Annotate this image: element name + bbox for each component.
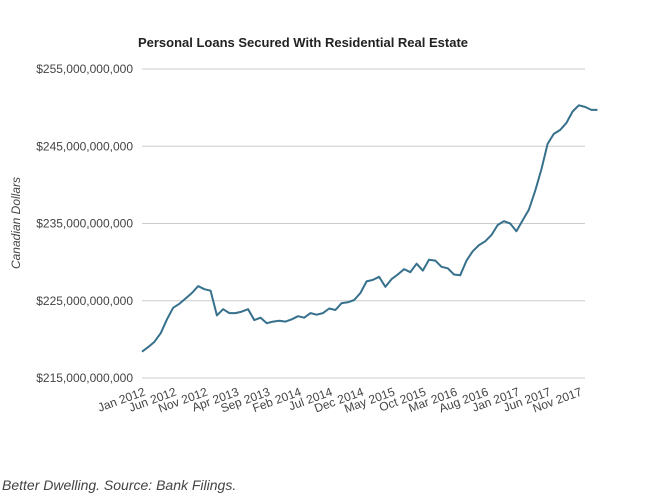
series-line [141, 104, 598, 353]
y-axis-ticks: $215,000,000,000 $225,000,000,000 $235,000… [36, 62, 133, 385]
y-tick-label: $235,000,000,000 [36, 217, 133, 231]
y-axis-label: Canadian Dollars [9, 177, 23, 269]
y-tick-label: $255,000,000,000 [36, 62, 133, 76]
chart-title: Personal Loans Secured With Residential … [138, 35, 468, 50]
y-tick-label: $225,000,000,000 [36, 294, 133, 308]
source-note: Better Dwelling. Source: Bank Filings. [2, 477, 237, 493]
gridlines [142, 68, 585, 379]
y-tick-label: $245,000,000,000 [36, 139, 133, 153]
y-tick-label: $215,000,000,000 [36, 371, 133, 385]
line-chart: Personal Loans Secured With Residential … [9, 35, 598, 416]
series-layer [141, 104, 598, 353]
